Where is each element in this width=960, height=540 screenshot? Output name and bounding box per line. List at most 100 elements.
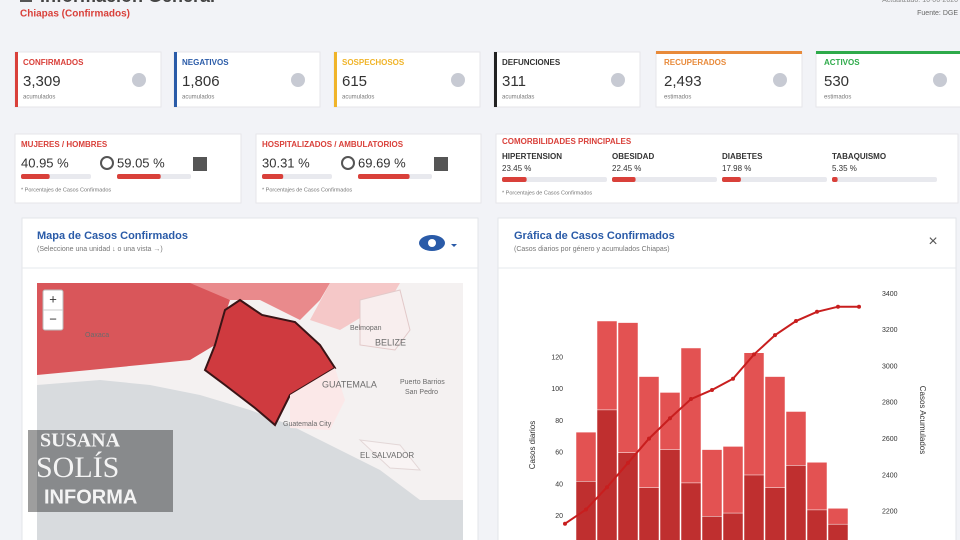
line-point [605,485,609,490]
y-tick-label: 40 [555,481,563,488]
bar [743,474,765,540]
card-label: CONFIRMADOS [23,58,84,67]
card-icon [773,73,787,87]
card-label: RECUPERADOS [664,58,727,67]
comorbidity-name: OBESIDAD [612,152,654,161]
line-point [773,333,777,338]
region-guatemala [290,368,345,430]
line-point [710,387,714,392]
comorbidity-bar [502,177,527,182]
map[interactable] [37,283,463,540]
bar [638,487,660,540]
panel-value: 40.95 % [21,155,69,170]
y-tick-label: 60 [555,450,563,457]
header-icon [20,0,32,2]
y-tick-label: 20 [555,513,563,520]
y2-tick-label: 3200 [882,327,898,334]
card-note: acumulados [182,95,214,101]
chart-title: Gráfica de Casos Confirmados [514,230,675,242]
comorbidity-bar-track [722,177,827,182]
updated: Actualizado: 16-06-2020 [882,0,958,4]
region-north [190,283,330,320]
y2-tick-label: 2400 [882,472,898,479]
card-accent [15,52,18,107]
panel-value: 30.31 % [262,155,310,170]
header-subtitle: Chiapas (Confirmados) [20,9,130,20]
panel-title: COMORBILIDADES PRINCIPALES [502,137,632,146]
place-label: San Pedro [405,389,438,396]
line-point [731,376,735,381]
header-title: Información General [40,0,215,6]
bar [701,516,723,540]
y2-tick-label: 3400 [882,291,898,298]
card-accent [816,51,960,54]
bar [659,449,681,540]
panel-note: * Porcentajes de Casos Confirmados [262,187,352,193]
place-label: BELIZE [375,337,406,347]
place-label: GUATEMALA [322,379,377,389]
y-axis-title: Casos diarios [528,421,537,469]
card-accent [334,52,337,107]
line-point [794,319,798,324]
zoom-out[interactable]: − [49,311,57,326]
map-title: Mapa de Casos Confirmados [37,230,188,242]
comorbidity-bar-track [612,177,717,182]
y2-tick-label: 2800 [882,400,898,407]
bar [806,509,828,540]
panel-note: * Porcentajes de Casos Confirmados [502,190,592,196]
panel-icon [341,156,355,170]
card-label: ACTIVOS [824,58,860,67]
card-note: estimados [664,95,691,101]
line-point [647,436,651,441]
bar [764,487,786,540]
watermark-line: SUSANA [40,430,121,452]
place-label: Oaxaca [85,332,109,339]
panel-icon [434,157,448,171]
bar [596,409,618,540]
card-note: acumulados [23,95,55,101]
comorbidity-bar-track [832,177,937,182]
comorbidity-name: DIABETES [722,152,763,161]
panel-bar [117,174,161,179]
panel-icon [100,156,114,170]
card-accent [494,52,497,107]
card-value: 2,493 [664,73,702,90]
card-value: 1,806 [182,73,220,90]
card-label: NEGATIVOS [182,58,229,67]
y2-tick-label: 2200 [882,509,898,516]
panel-title: HOSPITALIZADOS / AMBULATORIOS [262,140,404,149]
panel [495,133,959,204]
plot [563,304,861,540]
place-label: Puerto Barrios [400,379,445,386]
card-icon [611,73,625,87]
region-el-salvador [358,439,422,471]
panel-bar [21,174,50,179]
card-icon [933,73,947,87]
y2-tick-label: 3000 [882,363,898,370]
card-icon [132,73,146,87]
view-caret [451,244,457,247]
place-label: Belmopan [350,325,382,332]
zoom-in[interactable]: + [49,291,57,306]
comorbidity-bar-track [502,177,607,182]
card-accent [656,51,802,54]
line-point [815,309,819,314]
line-point [626,460,630,465]
place-label: EL SALVADOR [360,451,414,460]
y2-axis-title: Casos Acumulados [918,386,927,454]
line-point [689,397,693,402]
panel-note: * Porcentajes de Casos Confirmados [21,187,111,193]
panel-bar [262,174,284,179]
card-label: DEFUNCIONES [502,58,561,67]
card-value: 311 [502,73,526,90]
panel-title: MUJERES / HOMBRES [21,140,108,149]
line-point [836,304,840,309]
card-value: 530 [824,73,849,90]
comorbidity-value: 17.98 % [722,164,751,173]
close-button[interactable]: × [928,233,937,250]
comorbidity-value: 23.45 % [502,164,531,173]
card-note: acumuladas [502,95,534,101]
bar [827,523,849,540]
bar [785,465,807,540]
